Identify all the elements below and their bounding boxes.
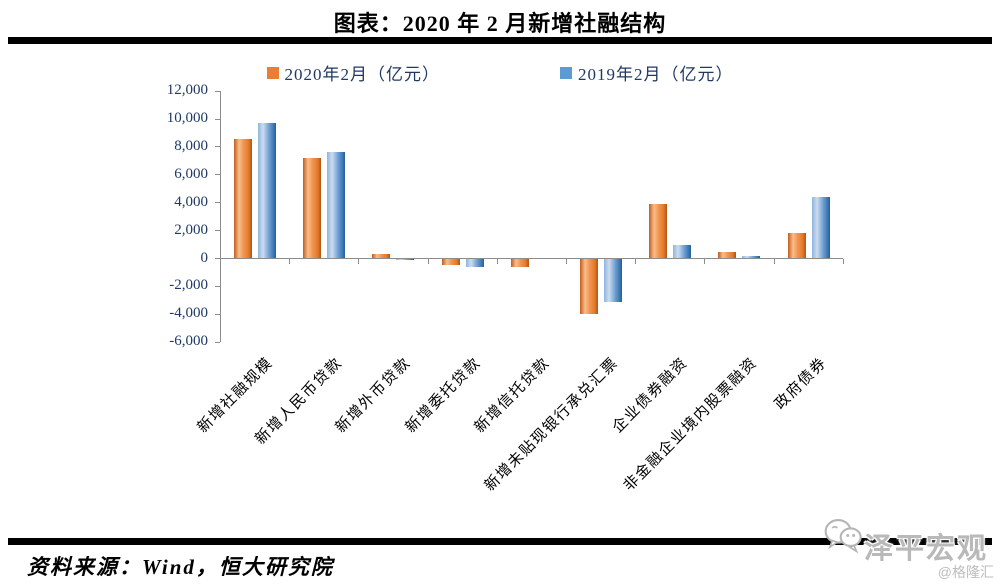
x-axis-tick (496, 258, 498, 264)
y-axis-tick (215, 230, 220, 232)
x-axis-tick (566, 258, 567, 264)
y-tick-label: 6,000 (174, 165, 208, 182)
y-axis-tick (215, 146, 220, 148)
bar-2020-1 (303, 158, 322, 259)
legend-item-2020: 2020年2月（亿元） (266, 60, 441, 85)
y-axis-tick (215, 313, 220, 315)
bar-2019-3 (465, 259, 484, 267)
y-tick-label: 4,000 (174, 193, 208, 210)
y-tick-label: -2,000 (169, 277, 208, 294)
category-label: 新增未贴现银行承兑汇票 (482, 354, 623, 495)
legend-label-2019: 2019年2月（亿元） (578, 65, 734, 84)
y-axis-tick (215, 174, 220, 176)
y-tick-label: 0 (200, 249, 209, 266)
y-axis-tick (215, 90, 220, 92)
watermark: 泽平宏观 @格隆汇 (824, 516, 1000, 582)
y-tick-label: 2,000 (174, 221, 208, 238)
bar-2020-6 (649, 204, 668, 259)
y-axis-tick (215, 118, 220, 120)
category-label: 非金融企业境内股票融资 (620, 354, 761, 495)
y-axis-line (220, 91, 221, 342)
bar-2020-7 (718, 252, 737, 259)
bar-2020-8 (787, 232, 806, 259)
x-axis-tick (635, 258, 637, 264)
bar-2019-1 (327, 151, 346, 259)
chart-legend: 2020年2月（亿元） 2019年2月（亿元） (0, 60, 1000, 85)
y-axis-tick (215, 285, 220, 287)
bar-2020-4 (510, 259, 529, 267)
watermark-handle: @格隆汇 (937, 564, 994, 580)
top-divider (8, 37, 992, 44)
bar-2020-5 (580, 259, 598, 315)
x-axis-tick (773, 258, 775, 264)
y-axis-tick (215, 341, 220, 343)
x-axis-tick (427, 258, 429, 264)
legend-label-2020: 2020年2月（亿元） (284, 65, 440, 84)
y-tick-label: 10,000 (166, 110, 208, 127)
bar-2020-2 (372, 254, 391, 259)
bar-2020-0 (234, 139, 252, 259)
x-axis-tick (842, 258, 844, 264)
x-axis-tick (289, 258, 291, 264)
bar-2019-0 (258, 123, 276, 259)
chart-title: 图表：2020 年 2 月新增社融结构 (333, 11, 667, 36)
bar-2019-2 (396, 259, 415, 261)
y-tick-label: 12,000 (166, 82, 208, 99)
bar-2019-6 (673, 245, 692, 259)
legend-marker-2019 (560, 66, 572, 79)
legend-item-2019: 2019年2月（亿元） (560, 60, 734, 85)
y-tick-label: 8,000 (174, 137, 208, 154)
bar-2019-8 (811, 197, 830, 259)
y-axis-tick (215, 202, 220, 204)
x-axis-baseline (220, 258, 843, 259)
x-axis-tick (220, 258, 221, 264)
chat-bubbles-logo-icon (824, 519, 862, 554)
bar-2020-3 (441, 259, 460, 265)
y-tick-label: -4,000 (169, 305, 208, 322)
bar-2019-7 (742, 256, 761, 259)
legend-marker-2020 (266, 66, 279, 79)
y-axis-tick (215, 258, 220, 259)
y-tick-label: -6,000 (169, 333, 208, 350)
source-note: 资料来源：Wind，恒大研究院 (27, 555, 334, 579)
x-axis-tick (358, 258, 360, 264)
bar-2019-5 (604, 259, 622, 303)
watermark-brand: 泽平宏观 (864, 533, 989, 565)
bottom-divider (8, 538, 992, 545)
x-axis-tick (704, 258, 706, 264)
category-label: 政府债券 (771, 354, 830, 413)
